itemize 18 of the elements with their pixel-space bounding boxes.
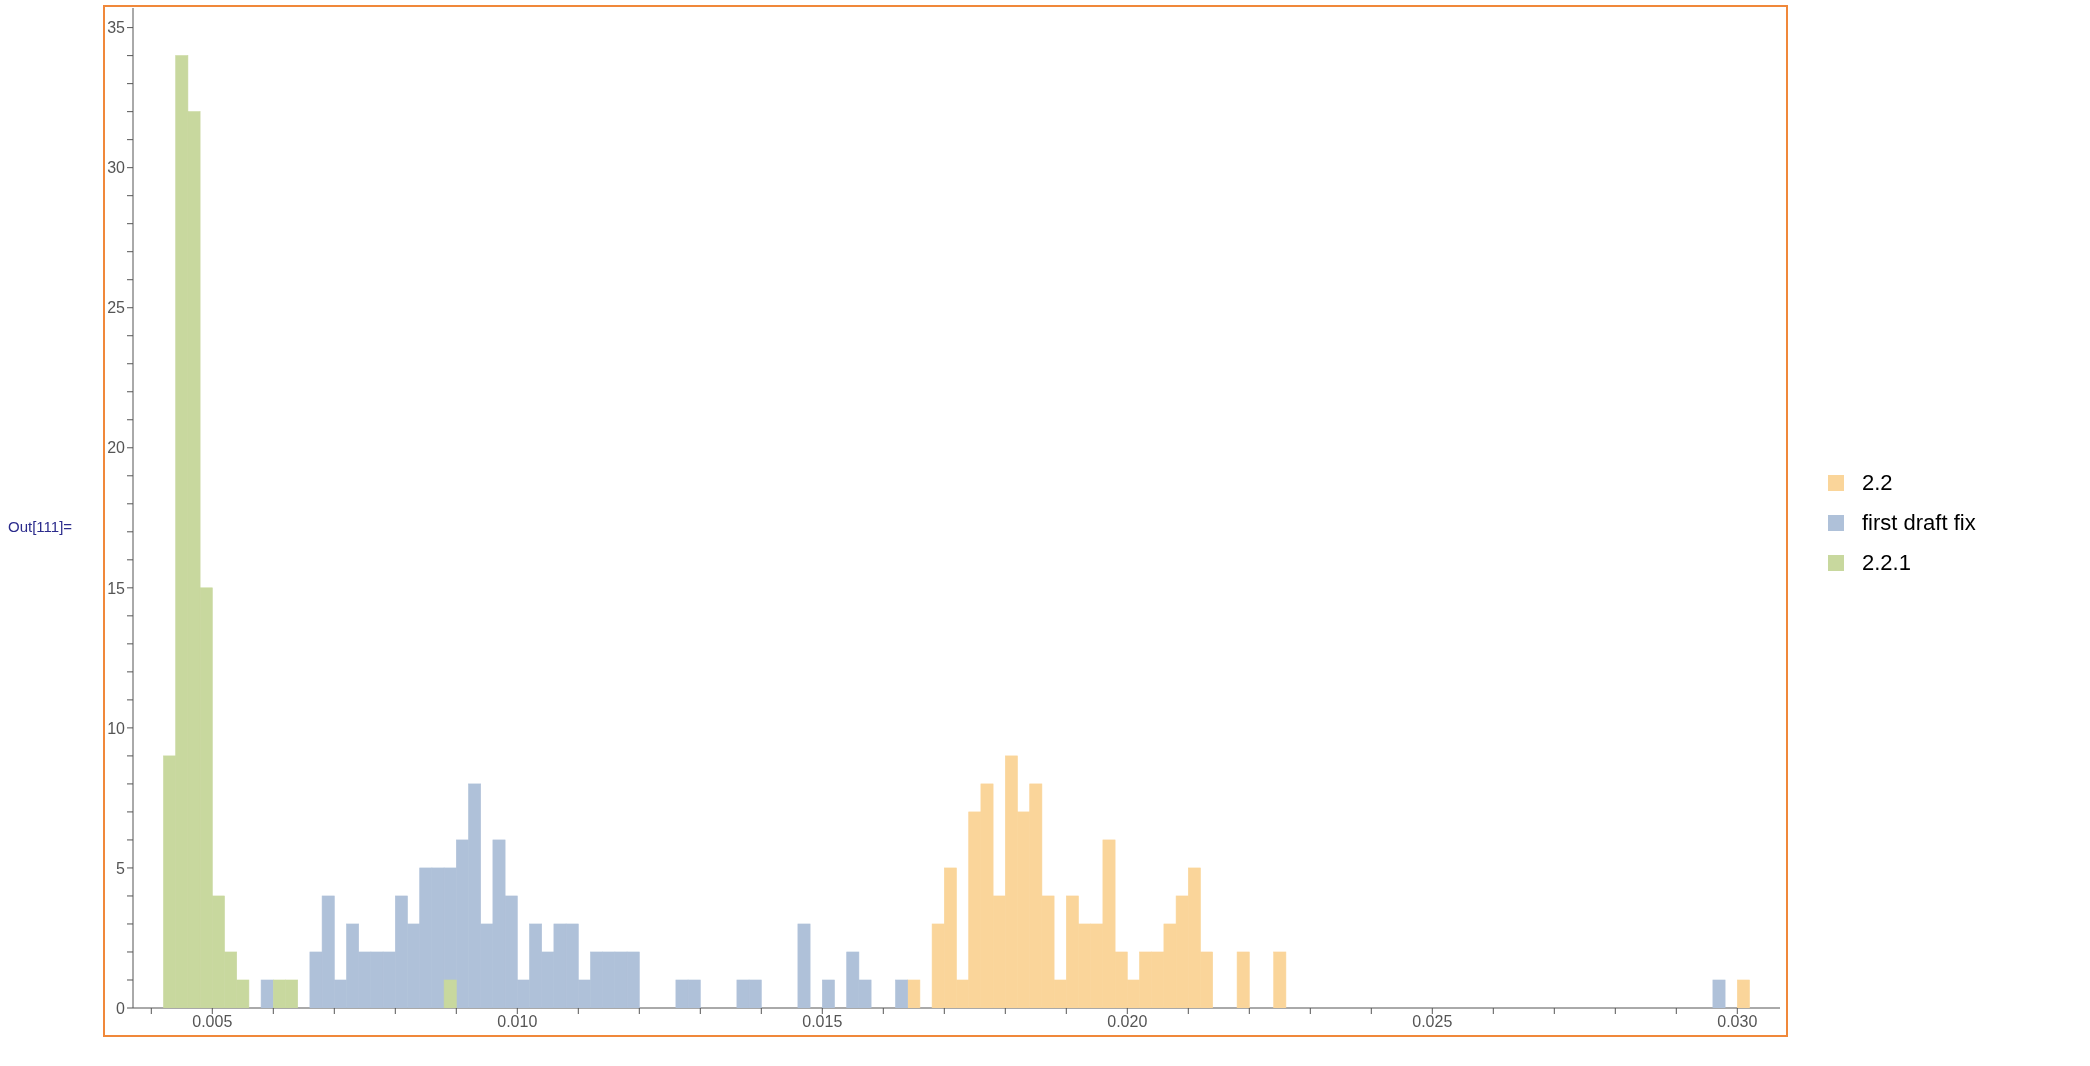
y-tick-label: 25 — [107, 299, 126, 317]
x-tick-label: 0.010 — [497, 1013, 538, 1031]
y-tick-label: 5 — [116, 859, 126, 877]
text: Out[111]= — [8, 518, 73, 535]
y-tick-label: 30 — [107, 159, 126, 177]
legend-label: 2.2 — [1862, 470, 1893, 496]
y-tick-label: 20 — [107, 439, 126, 457]
x-tick-label: 0.025 — [1412, 1013, 1453, 1031]
x-tick-label: 0.030 — [1717, 1013, 1758, 1031]
y-tick-label: 0 — [116, 999, 126, 1017]
x-tick-label: 0.015 — [802, 1013, 843, 1031]
x-tick-label: 0.020 — [1107, 1013, 1148, 1031]
legend-label: 2.2.1 — [1862, 550, 1911, 576]
x-tick-label: 0.005 — [192, 1013, 233, 1031]
y-tick-label: 15 — [107, 579, 126, 597]
y-tick-label: 10 — [107, 719, 126, 737]
legend-label: first draft fix — [1862, 510, 1976, 536]
y-tick-label: 35 — [107, 19, 126, 37]
